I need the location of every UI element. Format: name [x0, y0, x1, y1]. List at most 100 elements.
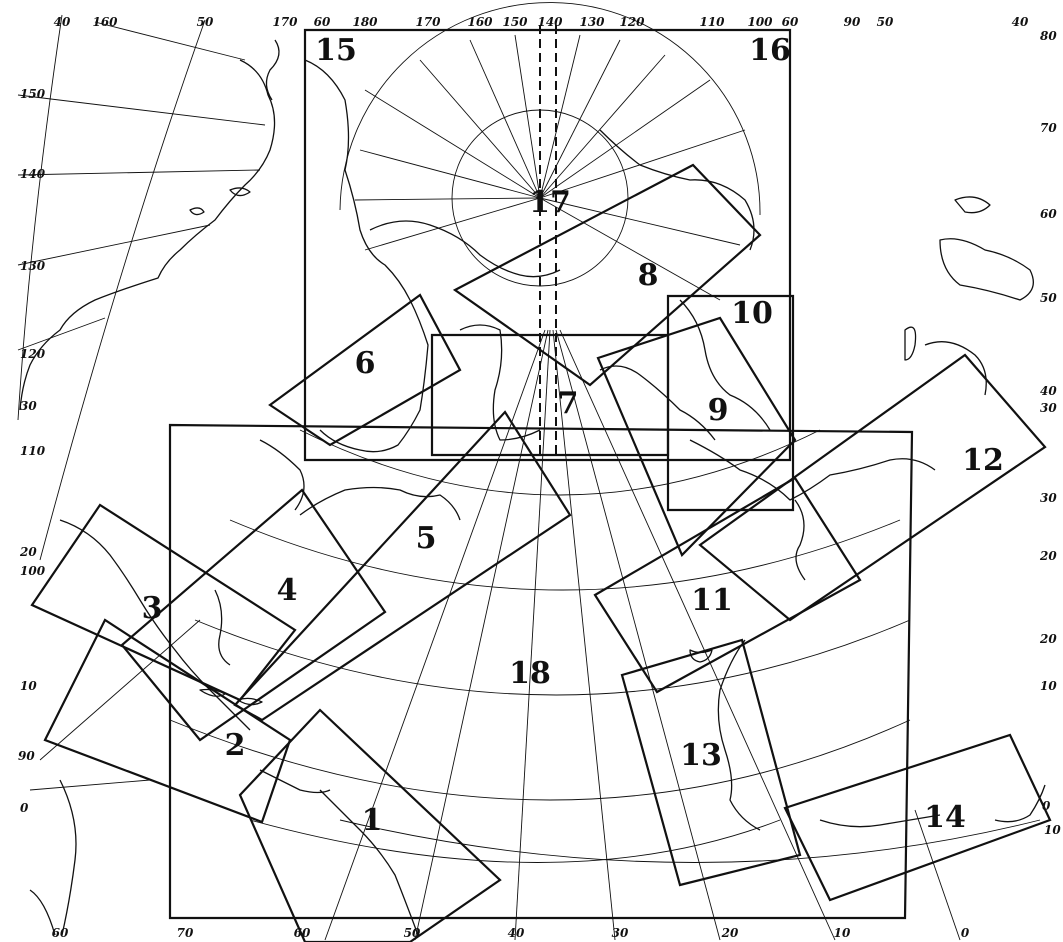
deg-left-2: 130 [20, 259, 46, 273]
sheet-frame-15-16 [303, 28, 792, 462]
sheet-label-6[interactable]: 6 [355, 346, 376, 381]
sheet-frame-5 [233, 410, 572, 722]
deg-bottom-7: 10 [834, 926, 851, 940]
sheet-frame-12 [698, 353, 1047, 622]
deg-left-1: 140 [20, 167, 46, 181]
sheet-label-18[interactable]: 18 [509, 656, 551, 691]
degree-labels-left: 150 140 130 120 30 110 20 100 10 90 0 [18, 87, 46, 815]
coast-eurasia-north [599, 129, 755, 251]
sheet-frame-9 [596, 316, 797, 557]
sheet-frame-10 [666, 294, 795, 512]
deg-top-16: 50 [877, 15, 894, 29]
sheet-frame-18 [168, 423, 914, 920]
deg-top-3: 170 [272, 15, 298, 29]
sheet-label-11[interactable]: 11 [691, 583, 733, 618]
deg-right-7: 20 [1039, 549, 1057, 563]
deg-top-11: 120 [619, 15, 645, 29]
sheet-frame-11 [593, 476, 862, 694]
sheet-frame-8 [452, 163, 762, 387]
deg-bottom-0: 60 [52, 926, 69, 940]
sheet-label-5[interactable]: 5 [416, 521, 437, 556]
deg-top-7: 160 [467, 15, 493, 29]
deg-right-5: 30 [1040, 401, 1057, 415]
deg-top-8: 150 [502, 15, 528, 29]
deg-right-9: 10 [1040, 679, 1057, 693]
deg-bottom-6: 20 [721, 926, 739, 940]
sheet-labels: 1 2 3 4 5 6 7 8 9 10 11 12 13 14 15 16 1… [142, 33, 1004, 838]
deg-top-5: 180 [352, 15, 378, 29]
sheet-label-3[interactable]: 3 [142, 591, 163, 626]
coast-asia-east [904, 326, 917, 361]
sheet-label-15[interactable]: 15 [315, 33, 357, 68]
coast-europe [689, 439, 936, 501]
deg-left-3: 120 [20, 347, 46, 361]
deg-left-5: 110 [20, 444, 46, 458]
sheet-frame-1 [238, 708, 502, 942]
deg-bottom-4: 40 [508, 926, 525, 940]
sheet-label-4[interactable]: 4 [277, 573, 298, 608]
deg-left-4: 30 [20, 399, 37, 413]
sheet-frame-3 [30, 503, 297, 702]
sheet-frame-14 [783, 733, 1052, 902]
sheet-frames [30, 28, 1052, 942]
deg-right-4: 40 [1040, 384, 1057, 398]
sheet-label-7[interactable]: 7 [558, 386, 579, 421]
sheet-frame-4 [120, 488, 387, 742]
sheet-frame-6 [268, 293, 462, 447]
deg-top-1: 160 [92, 15, 118, 29]
deg-top-15: 90 [844, 15, 861, 29]
deg-left-9: 90 [18, 749, 35, 763]
deg-bottom-2: 60 [294, 926, 311, 940]
sheet-label-10[interactable]: 10 [731, 296, 773, 331]
sheet-label-16[interactable]: 16 [749, 33, 791, 68]
deg-right-1: 70 [1040, 121, 1057, 135]
deg-left-0: 150 [20, 87, 46, 101]
sheet-label-1[interactable]: 1 [362, 803, 383, 838]
coast-asia-pacific [19, 59, 276, 411]
deg-left-7: 100 [20, 564, 46, 578]
coast-central-america [59, 519, 251, 731]
deg-top-0: 40 [54, 15, 71, 29]
deg-top-13: 100 [747, 15, 773, 29]
sheet-label-9[interactable]: 9 [708, 393, 729, 428]
deg-right-10: 0 [1042, 799, 1051, 813]
deg-right-11: 10 [1044, 823, 1061, 837]
deg-right-8: 20 [1039, 632, 1057, 646]
lower-graticule [29, 329, 1041, 941]
deg-bottom-3: 50 [404, 926, 421, 940]
sheet-label-13[interactable]: 13 [680, 738, 722, 773]
degree-labels-right: 80 70 60 50 40 30 30 20 20 10 0 10 [1039, 29, 1061, 837]
coastlines [19, 39, 1046, 936]
degree-labels-bottom: 60 70 60 50 40 30 20 10 0 [52, 926, 970, 940]
deg-bottom-1: 70 [177, 926, 194, 940]
deg-bottom-5: 30 [612, 926, 629, 940]
degree-labels-top: 40 160 50 170 60 180 170 160 150 140 130… [54, 15, 1029, 29]
deg-top-12: 110 [699, 15, 725, 29]
deg-left-10: 0 [20, 801, 29, 815]
polar-graticule [339, 2, 761, 455]
deg-top-4: 60 [314, 15, 331, 29]
left-graticule [17, 14, 266, 561]
sheet-frame-13 [620, 638, 802, 887]
deg-left-6: 20 [19, 545, 37, 559]
sheet-label-2[interactable]: 2 [225, 728, 246, 763]
deg-right-3: 50 [1040, 291, 1057, 305]
sheet-label-14[interactable]: 14 [924, 800, 966, 835]
coast-north-america [304, 59, 429, 453]
sheet-label-12[interactable]: 12 [962, 443, 1004, 478]
deg-bottom-8: 0 [961, 926, 970, 940]
deg-top-2: 50 [197, 15, 214, 29]
deg-top-14: 60 [782, 15, 799, 29]
deg-right-6: 30 [1040, 491, 1057, 505]
deg-right-0: 80 [1040, 29, 1057, 43]
deg-top-10: 130 [579, 15, 605, 29]
sheet-label-8[interactable]: 8 [638, 258, 659, 293]
sheet-frame-2 [43, 618, 292, 824]
deg-left-8: 10 [20, 679, 37, 693]
coast-africa [717, 639, 761, 831]
sheet-label-17[interactable]: 17 [529, 185, 571, 220]
deg-top-17: 40 [1012, 15, 1029, 29]
coast-south-america [319, 789, 419, 936]
